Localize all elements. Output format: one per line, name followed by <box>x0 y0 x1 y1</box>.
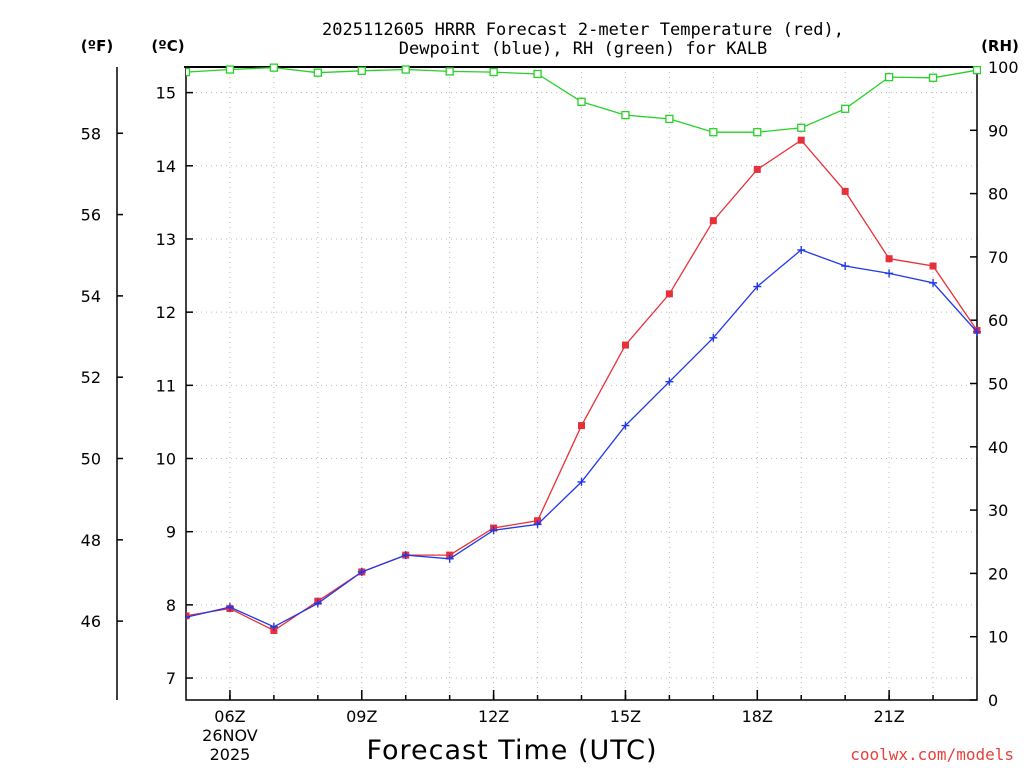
data-series <box>186 63 981 634</box>
dewpoint-point <box>709 333 718 342</box>
fahrenheit-tick-label: 54 <box>81 287 101 306</box>
chart-title-line-2: Dewpoint (blue), RH (green) for KALB <box>399 39 767 59</box>
rh-tick-label: 60 <box>988 311 1008 330</box>
rh-point <box>357 66 366 75</box>
temperature-point <box>885 255 893 263</box>
rh-series <box>186 63 981 137</box>
temperature-point <box>186 612 190 620</box>
fahrenheit-tick-label: 58 <box>81 124 101 143</box>
dewpoint-point <box>621 421 630 430</box>
x-tick-label: 2025 <box>210 745 251 764</box>
rh-point <box>928 73 938 82</box>
fahrenheit-tick-label: 52 <box>81 368 101 387</box>
celsius-tick-label: 10 <box>156 450 176 469</box>
celsius-tick-label: 9 <box>166 523 176 542</box>
chart-title-line-1: 2025112605 HRRR Forecast 2-meter Tempera… <box>322 20 844 40</box>
dewpoint-point <box>269 622 278 631</box>
rh-tick-label: 30 <box>988 501 1008 520</box>
temperature-point <box>665 290 673 298</box>
rh-tick-label: 10 <box>988 628 1008 647</box>
rh-point <box>884 72 894 82</box>
fahrenheit-tick-label: 48 <box>81 531 101 550</box>
temperature-point <box>929 262 937 270</box>
celsius-tick-label: 7 <box>166 669 176 688</box>
dewpoint-point <box>841 262 850 271</box>
rh-point <box>445 67 454 76</box>
dewpoint-point <box>973 327 981 336</box>
temperature-point <box>797 136 805 144</box>
dewpoint-point <box>186 613 190 622</box>
dewpoint-point <box>929 278 938 287</box>
rh-point <box>225 65 235 74</box>
celsius-unit-label: (ºC) <box>151 37 184 55</box>
dewpoint-point <box>753 282 762 291</box>
dewpoint-point <box>577 477 586 486</box>
dewpoint-point <box>401 551 410 560</box>
rh-tick-label: 90 <box>988 121 1008 140</box>
rh-point <box>972 66 981 75</box>
rh-point <box>489 67 498 77</box>
dewpoint-point <box>445 554 454 563</box>
dewpoint-point <box>885 269 894 278</box>
rh-tick-label: 20 <box>988 564 1008 583</box>
celsius-tick-label: 11 <box>156 376 176 395</box>
rh-point <box>621 110 630 120</box>
celsius-tick-label: 8 <box>166 596 176 615</box>
fahrenheit-tick-label: 46 <box>81 612 101 631</box>
site-credit: coolwx.com/models <box>850 745 1014 764</box>
x-tick-label: 18Z <box>742 707 773 726</box>
dewpoint-point <box>313 599 322 608</box>
rh-point <box>797 123 806 132</box>
celsius-tick-label: 14 <box>156 157 176 176</box>
dewpoint-point <box>797 245 806 254</box>
fahrenheit-tick-label: 56 <box>81 206 101 225</box>
rh-tick-label: 80 <box>988 185 1008 204</box>
grid-lines <box>186 67 977 700</box>
dewpoint-point <box>533 520 542 529</box>
rh-point <box>269 63 279 72</box>
rh-tick-label: 70 <box>988 248 1008 267</box>
x-axis-title: Forecast Time (UTC) <box>366 735 657 766</box>
celsius-tick-label: 13 <box>156 230 176 249</box>
rh-unit-label: (RH) <box>981 37 1019 55</box>
fahrenheit-unit-label: (ºF) <box>81 37 113 55</box>
temperature-point <box>621 341 629 349</box>
rh-point <box>709 128 718 137</box>
rh-tick-label: 40 <box>988 438 1008 457</box>
dewpoint-series <box>186 245 981 631</box>
x-tick-label: 21Z <box>873 707 904 726</box>
x-tick-label: 15Z <box>610 707 641 726</box>
rh-point <box>186 67 191 77</box>
x-tick-label: 12Z <box>478 707 509 726</box>
temperature-point <box>841 187 849 195</box>
rh-tick-label: 100 <box>988 58 1019 77</box>
rh-point <box>313 68 322 77</box>
rh-point <box>841 104 850 113</box>
temperature-point <box>578 422 585 430</box>
dewpoint-point <box>489 526 498 535</box>
temperature-point <box>753 165 761 173</box>
temperature-point <box>709 217 717 225</box>
x-tick-label: 26NOV <box>202 726 258 745</box>
dewpoint-line <box>186 249 978 628</box>
rh-point <box>665 114 674 124</box>
fahrenheit-tick-label: 50 <box>81 450 101 469</box>
celsius-tick-label: 15 <box>156 84 176 103</box>
rh-point <box>533 69 542 79</box>
rh-tick-label: 0 <box>988 691 998 710</box>
dewpoint-point <box>357 567 366 576</box>
rh-point <box>401 65 410 74</box>
rh-tick-label: 50 <box>988 375 1008 394</box>
dewpoint-point <box>225 603 234 612</box>
rh-point <box>753 128 762 137</box>
rh-point <box>577 97 586 106</box>
x-tick-label: 09Z <box>346 707 377 726</box>
celsius-tick-label: 12 <box>156 303 176 322</box>
axes: 46 48 50 52 54 56 58 7 8 9 10 11 12 13 14 15 0 10 20 30 40 50… <box>81 58 1019 764</box>
dewpoint-point <box>665 377 674 386</box>
x-tick-label: 06Z <box>214 707 245 726</box>
